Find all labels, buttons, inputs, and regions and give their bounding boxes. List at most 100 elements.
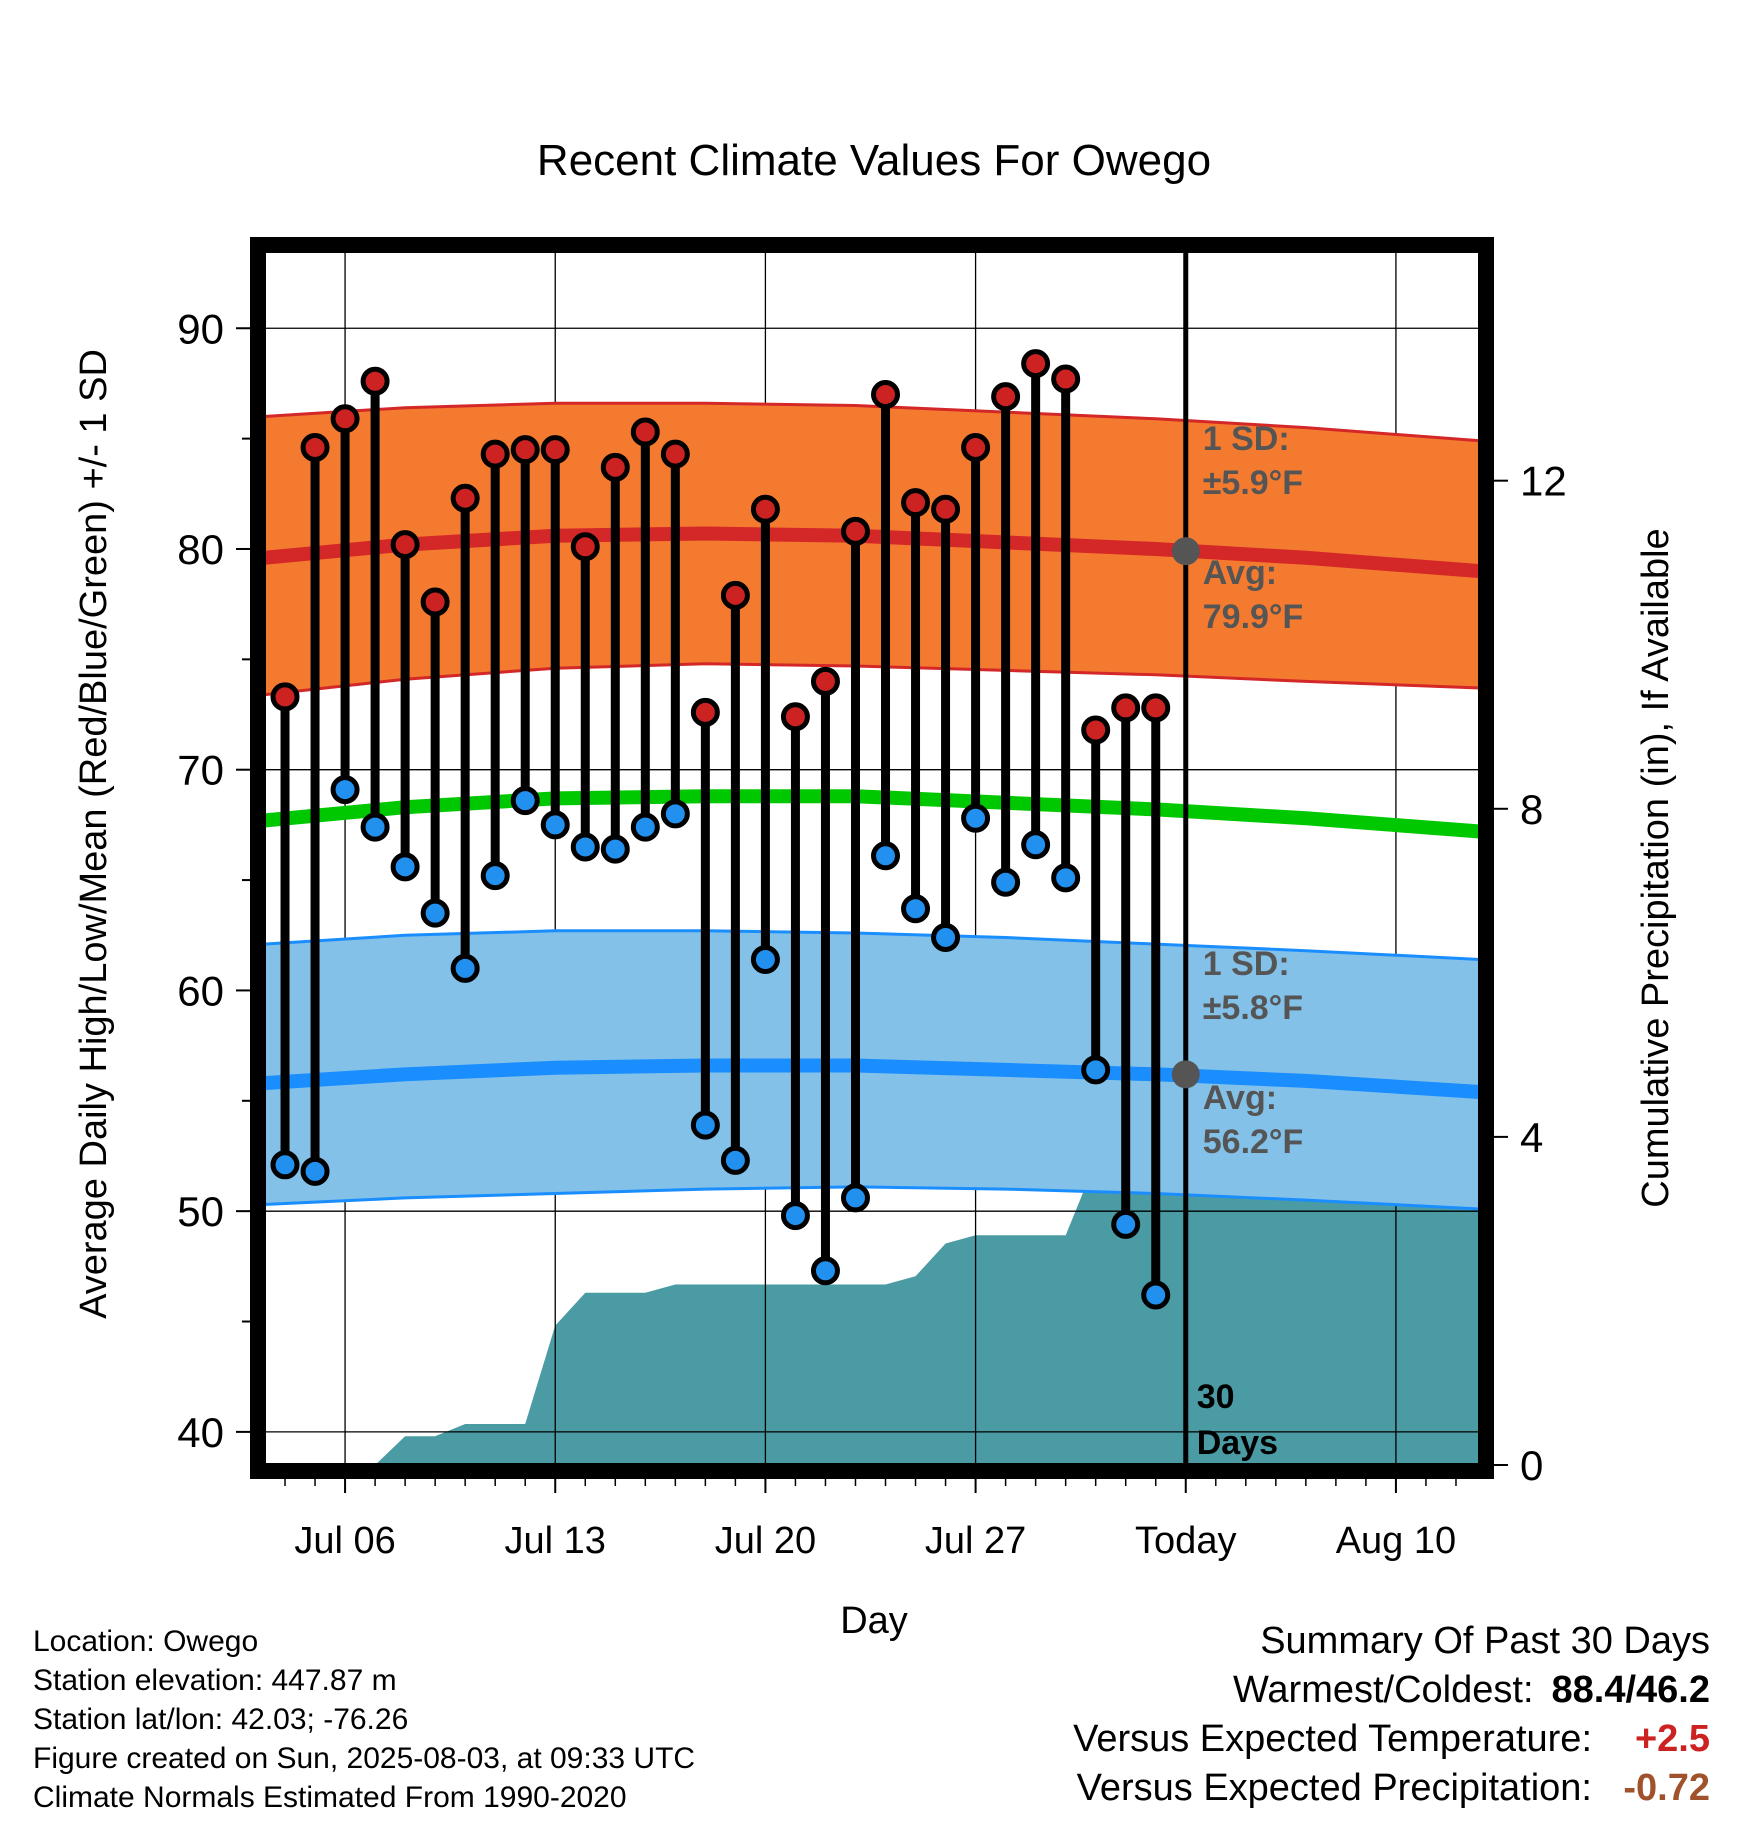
x-tick-label: Jul 13	[505, 1520, 606, 1562]
station-info: Location: Owego Station elevation: 447.8…	[33, 1622, 695, 1817]
daily-high-point	[750, 494, 780, 524]
x-tick-label: Jul 27	[925, 1520, 1026, 1562]
station-elevation: Station elevation: 447.87 m	[33, 1664, 397, 1697]
daily-low-point	[750, 945, 780, 975]
daily-high-point	[931, 494, 961, 524]
high-avg-label: Avg:	[1203, 554, 1277, 592]
daily-low-point	[810, 1256, 840, 1286]
daily-low-point	[871, 841, 901, 871]
daily-low-point	[630, 812, 660, 842]
y-left-tick-label: 80	[177, 526, 224, 573]
daily-high-point	[390, 530, 420, 560]
summary-panel: Summary Of Past 30 Days Warmest/Coldest:…	[1073, 1617, 1710, 1813]
daily-low-point	[690, 1110, 720, 1140]
daily-low-point	[390, 852, 420, 882]
daily-low-point	[1081, 1055, 1111, 1085]
y-left-tick-label: 40	[177, 1409, 224, 1456]
summary-heading: Summary Of Past 30 Days	[1260, 1620, 1710, 1662]
daily-high-point	[480, 439, 510, 469]
daily-high-point	[630, 417, 660, 447]
x-tick-label: Jul 06	[294, 1520, 395, 1562]
daily-low-point	[1051, 863, 1081, 893]
daily-low-point	[780, 1201, 810, 1231]
chart-title: Recent Climate Values For Owego	[537, 136, 1211, 185]
daily-high-point	[450, 483, 480, 513]
daily-high-point	[270, 682, 300, 712]
daily-high-point	[600, 452, 630, 482]
warm-cold-label: Warmest/Coldest:	[1232, 1669, 1534, 1711]
daily-low-point	[840, 1183, 870, 1213]
daily-high-point	[300, 432, 330, 462]
daily-high-point	[1051, 364, 1081, 394]
daily-high-point	[780, 702, 810, 732]
daily-high-point	[330, 404, 360, 434]
daily-low-point	[901, 894, 931, 924]
y-right-tick-label: 4	[1520, 1114, 1543, 1161]
axes: 40 50 60 70 80 90 0 4 8 12 Jul 06 Jul 13 Jul 20 Jul 2…	[177, 237, 1567, 1562]
daily-low-point	[480, 861, 510, 891]
daily-low-point	[450, 953, 480, 983]
daily-low-point	[540, 810, 570, 840]
days-word-label: Days	[1197, 1424, 1278, 1462]
daily-low-point	[570, 832, 600, 862]
y-axis-label-left: Average Daily High/Low/Mean (Red/Blue/Gr…	[73, 349, 115, 1319]
daily-high-point	[570, 532, 600, 562]
mean-normal-line	[263, 789, 1481, 839]
daily-high-point	[871, 379, 901, 409]
y-left-tick-label: 70	[177, 747, 224, 794]
daily-low-point	[991, 867, 1021, 897]
low-avg-value: 56.2°F	[1203, 1123, 1304, 1161]
today-high-normal-marker	[1171, 537, 1200, 566]
daily-high-point	[1021, 349, 1051, 379]
high-sd-label: 1 SD:	[1203, 420, 1290, 458]
daily-low-point	[330, 775, 360, 805]
daily-low-point	[931, 922, 961, 952]
precip-label: Versus Expected Precipitation:	[1076, 1767, 1592, 1809]
precip-value: -0.72	[1623, 1767, 1710, 1809]
figure-created: Figure created on Sun, 2025-08-03, at 09…	[33, 1742, 696, 1775]
daily-high-point	[660, 439, 690, 469]
y-right-tick-label: 0	[1520, 1442, 1543, 1489]
plot-area: 1 SD: ±5.9°F Avg: 79.9°F 1 SD: ±5.8°F Avg: 56.2…	[263, 243, 1481, 1473]
y-left-tick-label: 60	[177, 967, 224, 1014]
low-avg-label: Avg:	[1203, 1079, 1277, 1117]
daily-high-point	[720, 580, 750, 610]
daily-low-point	[300, 1156, 330, 1186]
daily-high-point	[420, 587, 450, 617]
daily-high-point	[901, 488, 931, 518]
low-sd-value: ±5.8°F	[1203, 989, 1303, 1027]
temp-label: Versus Expected Temperature:	[1073, 1718, 1592, 1760]
daily-low-point	[270, 1150, 300, 1180]
daily-low-point	[360, 812, 390, 842]
high-sd-band	[264, 403, 1480, 695]
daily-low-point	[961, 803, 991, 833]
daily-low-point	[510, 786, 540, 816]
daily-high-point	[1141, 693, 1171, 723]
y-right-tick-label: 8	[1520, 786, 1543, 833]
station-location: Location: Owego	[33, 1625, 259, 1658]
normals-period: Climate Normals Estimated From 1990-2020	[33, 1781, 627, 1814]
x-tick-label: Jul 20	[715, 1520, 816, 1562]
daily-high-point	[540, 435, 570, 465]
daily-high-point	[991, 382, 1021, 412]
daily-low-point	[600, 834, 630, 864]
days-count-label: 30	[1197, 1378, 1235, 1416]
low-sd-label: 1 SD:	[1203, 945, 1290, 983]
high-sd-upper-line	[263, 401, 1481, 443]
daily-high-point	[510, 435, 540, 465]
daily-high-point	[360, 366, 390, 396]
y-right-tick-label: 12	[1520, 458, 1567, 505]
temp-value: +2.5	[1634, 1718, 1710, 1760]
daily-high-point	[961, 432, 991, 462]
daily-high-point	[810, 666, 840, 696]
y-axis-label-right: Cumulative Precipitation (in), If Availa…	[1635, 528, 1677, 1207]
y-left-tick-label: 90	[177, 305, 224, 352]
plot-frame	[250, 237, 1494, 1479]
station-latlon: Station lat/lon: 42.03; -76.26	[33, 1703, 409, 1736]
daily-low-point	[660, 799, 690, 829]
precipitation-area	[264, 1161, 1480, 1465]
summary-precip: Versus Expected Precipitation: -0.72	[1073, 1764, 1710, 1813]
daily-low-point	[1141, 1280, 1171, 1310]
daily-low-point	[420, 898, 450, 928]
